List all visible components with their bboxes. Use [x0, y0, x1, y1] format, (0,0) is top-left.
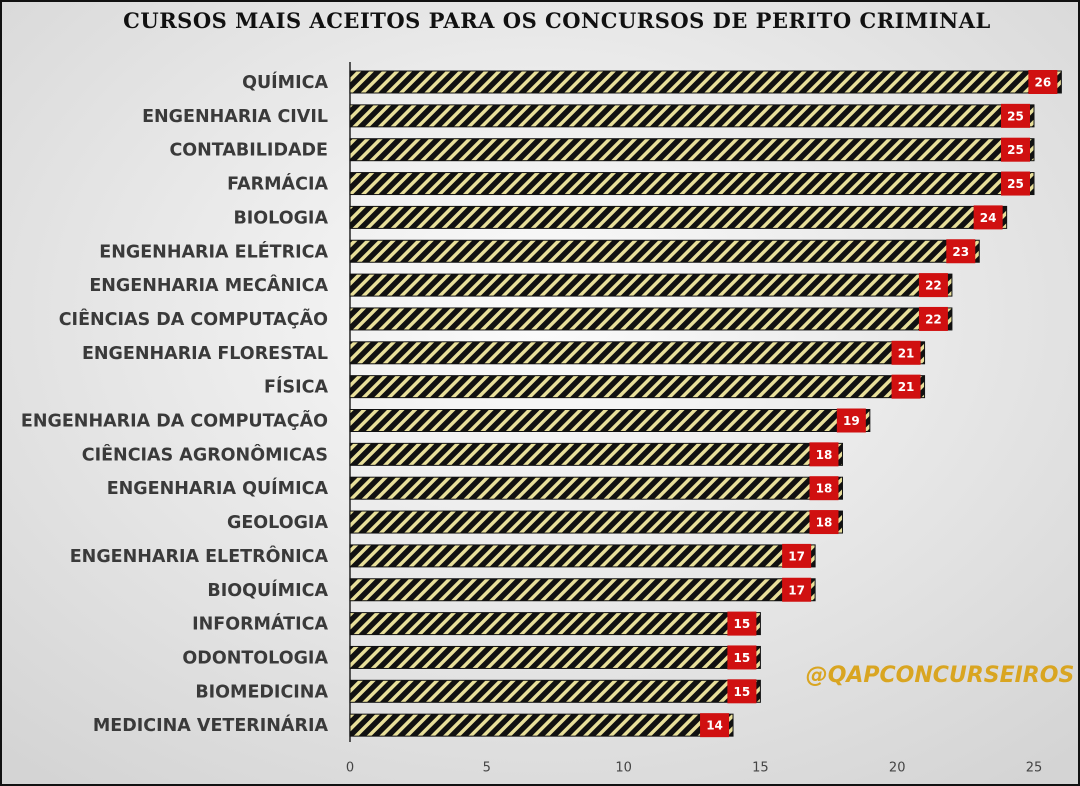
value-label-box: [700, 713, 730, 738]
category-label: ENGENHARIA QUÍMICA: [107, 477, 329, 499]
bar: [349, 239, 980, 263]
category-label: BIOLOGIA: [233, 208, 328, 228]
category-label: ODONTOLOGIA: [182, 648, 328, 668]
category-label: CIÊNCIAS AGRONÔMICAS: [82, 443, 328, 465]
category-label: CONTABILIDADE: [169, 141, 328, 161]
value-label: 25: [1007, 177, 1024, 191]
category-label: FARMÁCIA: [227, 173, 328, 195]
value-label: 22: [925, 279, 942, 293]
value-label-box: [727, 611, 757, 636]
bar: [349, 510, 843, 534]
bar: [349, 375, 926, 399]
bar: [349, 679, 761, 703]
value-label-box: [1028, 70, 1058, 94]
bar: [349, 341, 926, 365]
value-label-box: [1001, 171, 1030, 196]
x-tick-label: 5: [483, 761, 491, 776]
value-label: 14: [706, 719, 723, 733]
category-label: ENGENHARIA ELETRÔNICA: [70, 545, 329, 567]
value-label-box: [836, 408, 866, 433]
category-label: FÍSICA: [264, 376, 328, 398]
value-label-box: [891, 374, 921, 399]
value-label-box: [809, 442, 839, 467]
category-label: MEDICINA VETERINÁRIA: [93, 714, 329, 736]
category-label: CIÊNCIAS DA COMPUTAÇÃO: [59, 307, 328, 330]
bar: [349, 172, 1035, 196]
bar: [349, 70, 1062, 94]
bar: [349, 307, 953, 331]
value-label-box: [1001, 103, 1030, 128]
value-label-box: [918, 306, 948, 331]
category-label: ENGENHARIA DA COMPUTAÇÃO: [21, 409, 328, 432]
value-label: 23: [952, 245, 969, 259]
value-label: 21: [898, 346, 915, 360]
value-label: 26: [1035, 76, 1052, 90]
bar: [349, 409, 871, 432]
value-label: 15: [734, 685, 751, 699]
value-label-box: [809, 510, 839, 535]
value-label: 22: [925, 312, 942, 326]
value-label: 21: [898, 380, 915, 394]
category-label: ENGENHARIA ELÉTRICA: [99, 240, 328, 262]
value-label-box: [727, 679, 757, 704]
value-label-box: [891, 340, 921, 365]
bar: [349, 104, 1035, 128]
category-label: QUÍMICA: [242, 71, 328, 93]
x-tick-label: 15: [752, 761, 769, 776]
value-label-box: [1001, 137, 1030, 162]
bar: [349, 713, 734, 737]
category-label: INFORMÁTICA: [192, 613, 328, 635]
value-label-box: [946, 239, 976, 264]
x-tick-label: 10: [615, 761, 632, 776]
category-label: GEOLOGIA: [227, 513, 328, 533]
value-label: 15: [734, 651, 751, 665]
bar: [349, 645, 761, 669]
bar: [349, 442, 843, 466]
value-label: 15: [734, 617, 751, 631]
value-label: 18: [816, 482, 833, 496]
bar: [349, 138, 1035, 162]
bar: [349, 578, 816, 602]
value-label: 17: [788, 583, 805, 597]
value-label: 18: [816, 516, 833, 530]
value-label: 25: [1007, 143, 1024, 157]
category-label: ENGENHARIA CIVIL: [142, 107, 328, 127]
x-tick-label: 25: [1026, 761, 1043, 776]
chart-title: CURSOS MAIS ACEITOS PARA OS CONCURSOS DE…: [123, 8, 991, 33]
bar: [349, 544, 816, 568]
category-label: ENGENHARIA FLORESTAL: [82, 344, 328, 364]
bar: [349, 205, 1008, 229]
x-tick-label: 0: [346, 761, 354, 776]
bar: [349, 273, 953, 297]
value-label: 17: [788, 549, 805, 563]
watermark: @QAPCONCURSEIROS: [806, 663, 1075, 688]
bar: [349, 476, 843, 500]
value-label-box: [809, 476, 839, 501]
value-label: 24: [980, 211, 997, 225]
category-label: BIOQUÍMICA: [207, 579, 328, 601]
value-label: 19: [843, 414, 860, 428]
value-label-box: [727, 645, 757, 670]
category-label: BIOMEDICINA: [195, 682, 328, 702]
value-label: 18: [816, 448, 833, 462]
bar: [349, 612, 761, 636]
value-label-box: [918, 273, 948, 298]
value-label-box: [973, 205, 1003, 230]
value-label: 25: [1007, 109, 1024, 123]
value-label-box: [782, 543, 812, 568]
x-tick-label: 20: [889, 761, 906, 776]
value-label-box: [782, 577, 812, 602]
category-label: ENGENHARIA MECÂNICA: [89, 274, 328, 296]
